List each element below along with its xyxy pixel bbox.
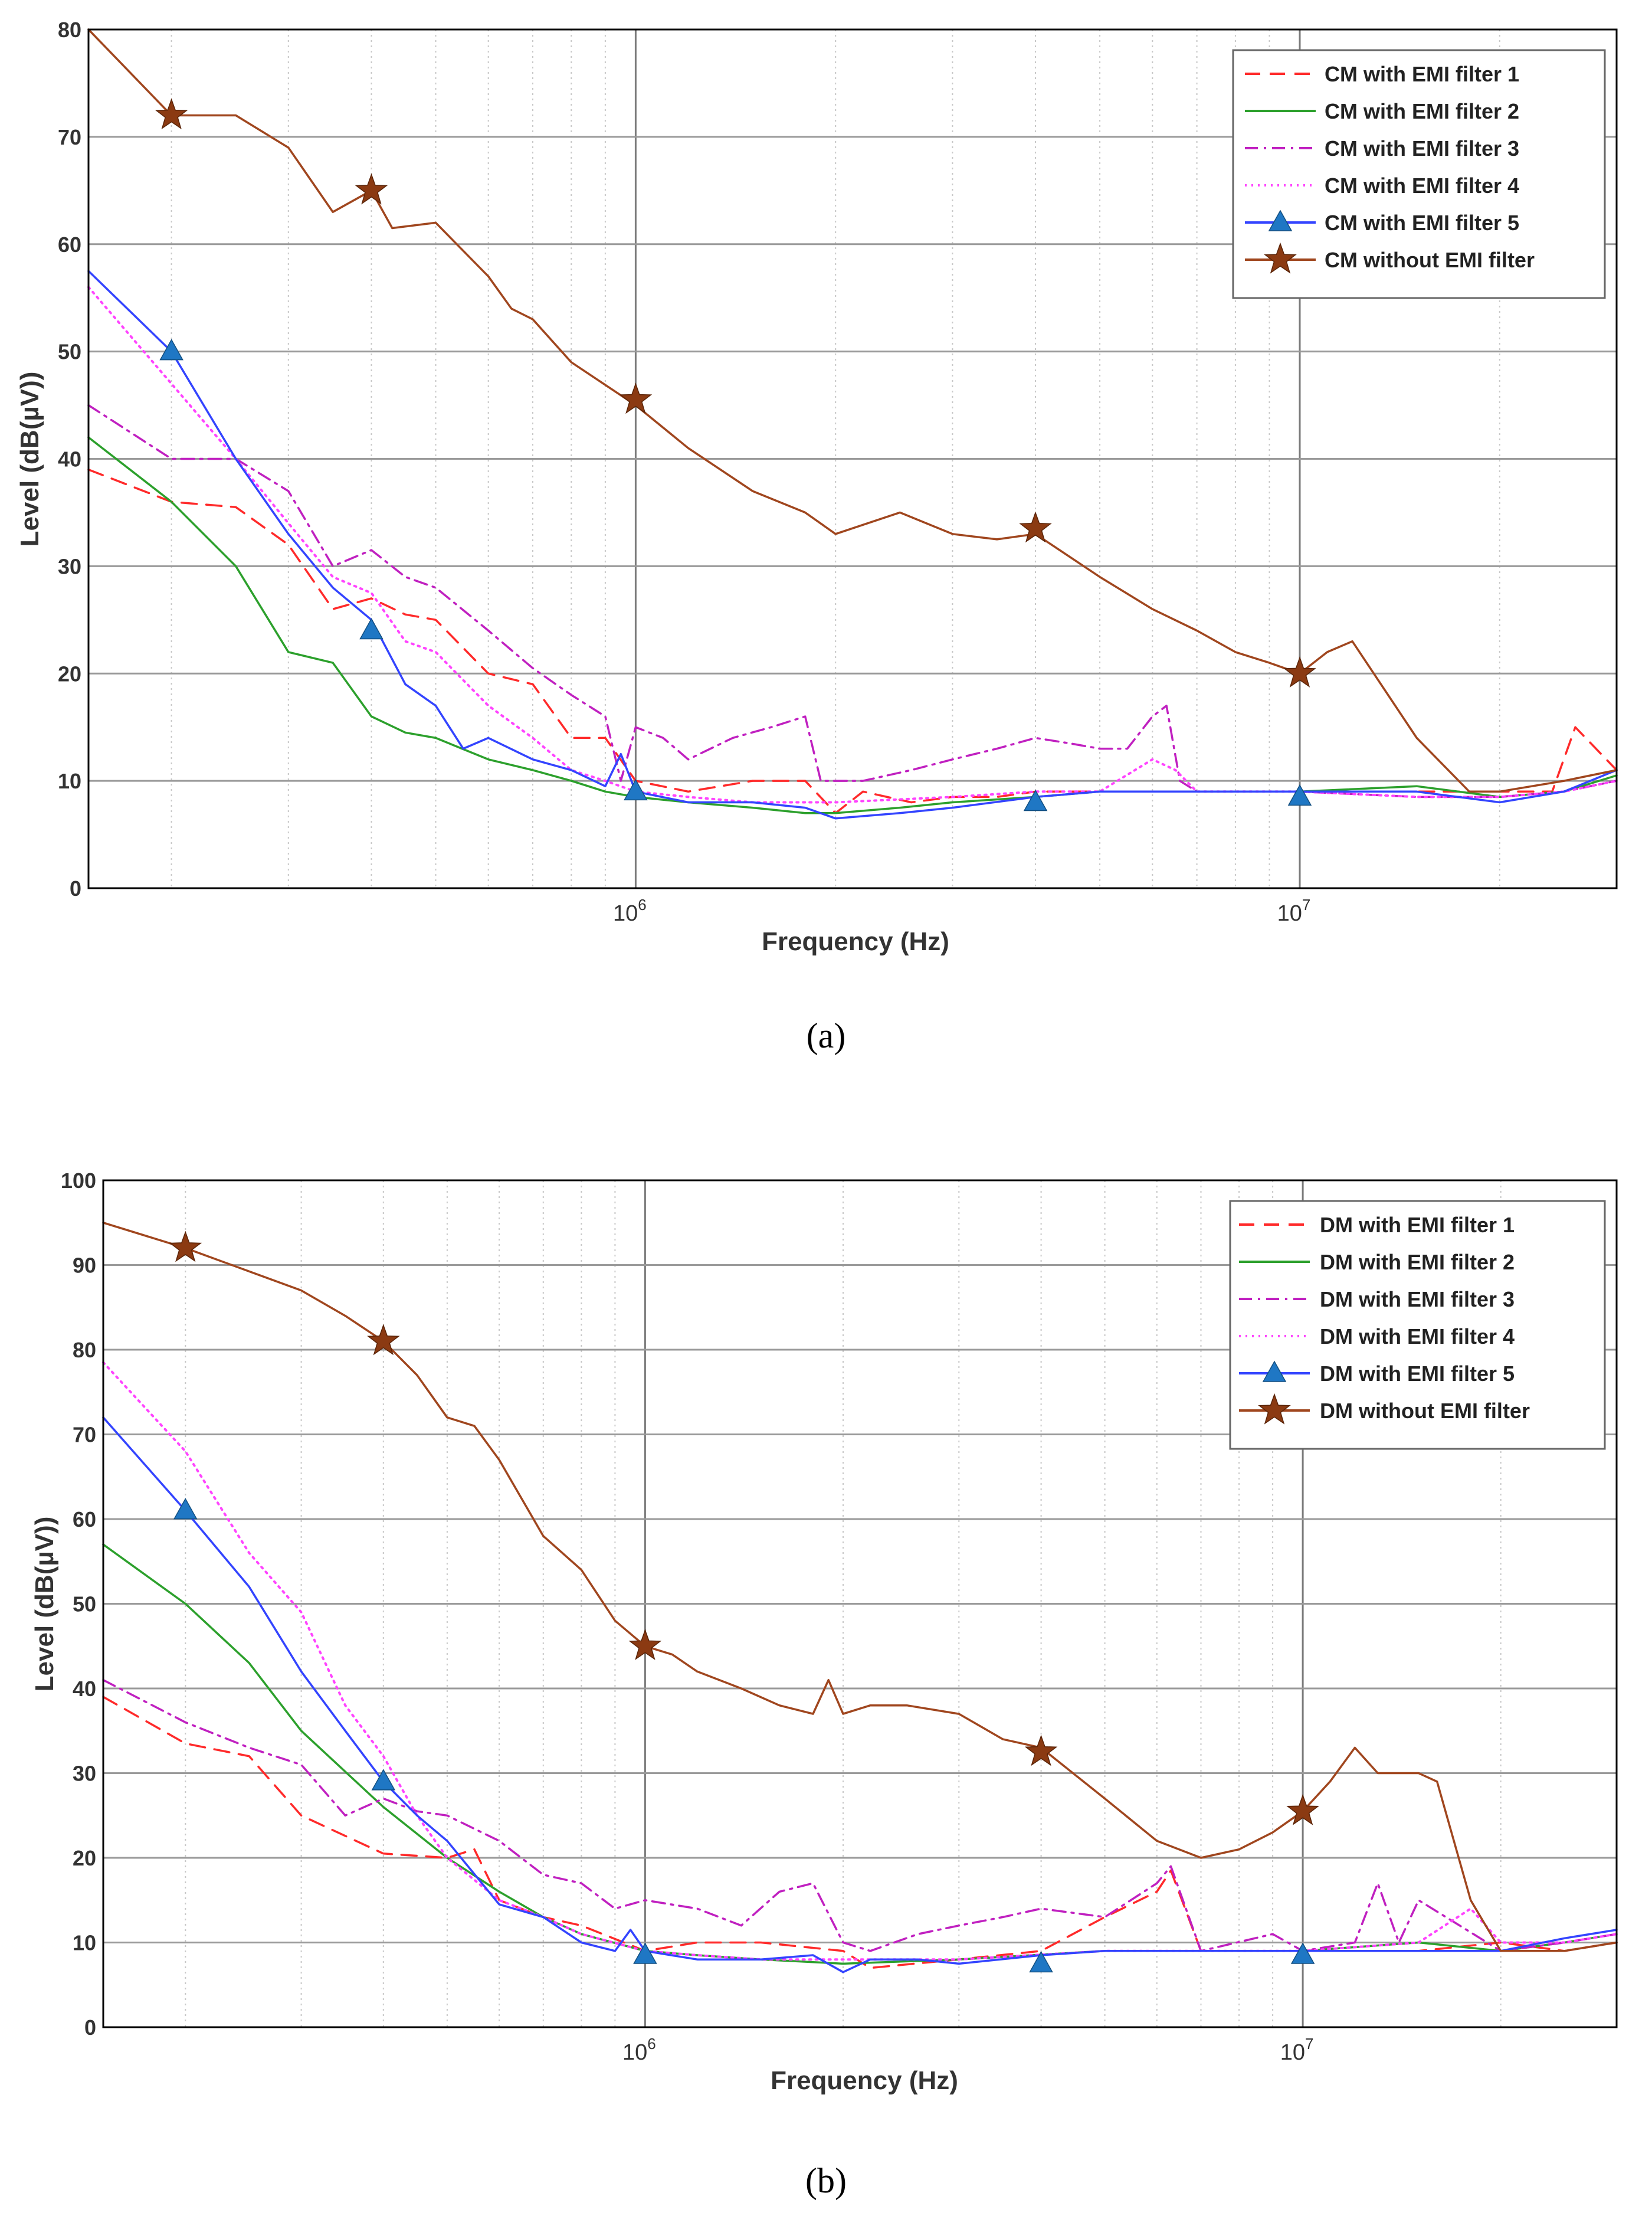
legend-label: CM without EMI filter [1325,248,1535,272]
chart-a-plot-border [87,28,1618,889]
y-tick-label: 70 [73,1423,96,1447]
chart-a-ticks: 0 10 20 30 40 50 60 70 80 106 107 [58,18,1310,926]
triangle-marker [1287,784,1312,806]
legend-label: DM without EMI filter [1320,1399,1530,1423]
x-tick-label: 107 [1280,2035,1314,2065]
chart-b-legend: DM with EMI filter 1 DM with EMI filter 2… [1229,1200,1606,1450]
legend-label: DM with EMI filter 5 [1320,1361,1515,1386]
triangle-marker [173,1498,198,1520]
chart-a-markers [155,98,1316,811]
chart-a-legend-box [1232,49,1606,299]
y-tick-label: 0 [70,876,81,901]
y-tick-label: 10 [73,1931,96,1955]
legend-label: CM with EMI filter 3 [1325,136,1519,161]
chart-b-markers [169,1230,1319,1973]
caption-b: (b) [805,2161,847,2200]
y-tick-label: 100 [61,1169,96,1193]
triangle-marker [159,339,183,361]
y-tick-label: 20 [73,1846,96,1870]
chart-a-y-axis-label: Level (dB(µV)) [15,372,44,547]
series-line-filter4 [102,1361,1618,1961]
chart-b-x-axis-label: Frequency (Hz) [771,2066,958,2095]
legend-label: CM with EMI filter 2 [1325,99,1519,123]
triangle-marker [371,1769,396,1791]
star-marker [155,98,188,130]
chart-b-ticks: 0 10 20 30 40 50 60 70 80 90 100 106 107 [61,1169,1314,2065]
legend-star-icon [1264,242,1297,274]
series-line-nofilter [102,1222,1618,1952]
x-tick-label: 106 [613,896,647,926]
legend-label: DM with EMI filter 4 [1320,1324,1515,1349]
star-marker [1024,1734,1058,1766]
triangle-marker [359,617,384,640]
triangle-marker [1290,1942,1315,1964]
series-line-filter3 [87,404,1618,798]
star-marker [1283,656,1316,688]
chart-a-x-axis-label: Frequency (Hz) [762,927,949,956]
x-tick-label: 106 [622,2035,656,2065]
series-line-filter5 [102,1416,1618,1973]
legend-label: CM with EMI filter 1 [1325,62,1519,86]
y-tick-label: 80 [73,1338,96,1362]
y-tick-label: 10 [58,769,81,793]
chart-b-legend-box [1229,1200,1606,1450]
legend-label: DM with EMI filter 2 [1320,1250,1515,1274]
y-tick-label: 40 [58,447,81,472]
y-tick-label: 70 [58,125,81,149]
series-line-nofilter [87,28,1618,793]
legend-triangle-icon [1262,1360,1287,1382]
triangle-marker [1023,789,1048,811]
triangle-marker [624,778,648,801]
star-marker [619,382,653,414]
y-tick-label: 20 [58,662,81,686]
chart-b-y-axis-label: Level (dB(µV)) [30,1517,59,1692]
y-tick-label: 30 [73,1762,96,1786]
star-marker [628,1629,662,1660]
legend-label: DM with EMI filter 1 [1320,1213,1515,1237]
x-tick-label: 107 [1277,896,1311,926]
chart-a: 0 10 20 30 40 50 60 70 80 106 107 Frequency (Hz) L… [15,18,1618,956]
y-tick-label: 0 [84,2015,96,2040]
chart-b: 0 10 20 30 40 50 60 70 80 90 100 106 107 Frequency (… [30,1169,1618,2095]
triangle-marker [633,1942,657,1964]
chart-b-plot-border [102,1179,1618,2028]
y-tick-label: 50 [73,1592,96,1616]
chart-b-series [102,1222,1618,1973]
legend-label: CM with EMI filter 5 [1325,211,1519,235]
legend-star-icon [1258,1393,1291,1425]
chart-a-legend: CM with EMI filter 1 CM with EMI filter 2… [1232,49,1606,299]
legend-label: DM with EMI filter 3 [1320,1287,1515,1311]
caption-a: (a) [807,1016,846,1055]
y-tick-label: 60 [58,233,81,257]
y-tick-label: 90 [73,1253,96,1278]
y-tick-label: 40 [73,1677,96,1701]
star-marker [355,173,388,205]
star-marker [1286,1793,1319,1825]
y-tick-label: 80 [58,18,81,42]
y-tick-label: 30 [58,554,81,578]
star-marker [367,1324,400,1356]
legend-label: CM with EMI filter 4 [1325,174,1519,198]
star-marker [1019,511,1052,543]
y-tick-label: 60 [73,1507,96,1531]
triangle-marker [1029,1950,1053,1973]
star-marker [169,1230,202,1262]
y-tick-label: 50 [58,340,81,364]
legend-triangle-icon [1268,210,1293,231]
